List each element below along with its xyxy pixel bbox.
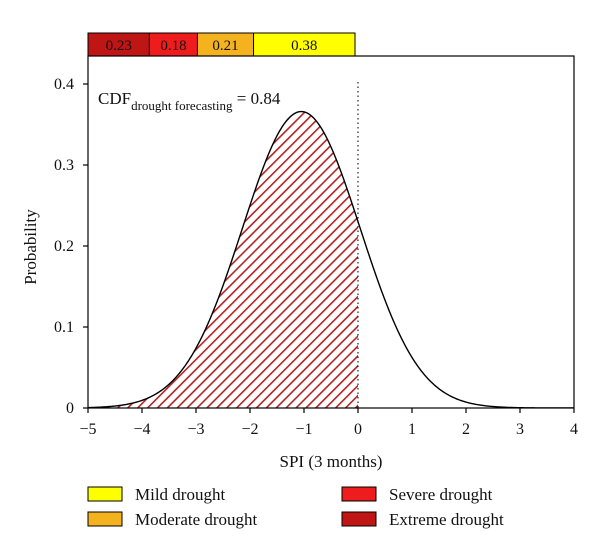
x-tick-label: 2 — [462, 421, 470, 438]
probability-bar-label: 0.23 — [106, 38, 132, 54]
cdf-annotation-main: CDF — [98, 89, 131, 108]
pdf-curve — [88, 110, 574, 408]
x-tick-label: 4 — [570, 421, 578, 438]
cdf-annotation: CDFdrought forecasting = 0.84 — [98, 89, 281, 113]
legend: Mild drought Severe drought Moderate droug… — [87, 485, 504, 529]
legend-label: Mild drought — [135, 485, 225, 504]
x-tick-label: 3 — [516, 421, 524, 438]
shaded-region — [88, 111, 358, 408]
x-tick-label: 1 — [408, 421, 416, 438]
legend-label: Moderate drought — [135, 510, 258, 529]
x-axis-title: SPI (3 months) — [280, 452, 383, 471]
x-tick-label: −5 — [79, 421, 96, 438]
y-tick-label: 0.1 — [54, 319, 74, 336]
y-axis: 0 0.1 0.2 0.3 0.4 — [54, 76, 88, 417]
x-tick-label: −1 — [295, 421, 312, 438]
legend-swatch — [87, 486, 123, 502]
cdf-annotation-value: = 0.84 — [233, 89, 281, 108]
legend-swatch — [87, 511, 123, 527]
y-axis-title: Probability — [21, 209, 40, 285]
x-axis: −5 −4 −3 −2 −1 0 1 2 3 4 — [79, 408, 578, 438]
legend-label: Extreme drought — [389, 510, 504, 529]
probability-bar: 0.23 0.18 0.21 0.38 — [87, 32, 356, 57]
plot-area — [87, 55, 575, 409]
legend-swatch — [341, 511, 377, 527]
x-tick-label: −2 — [241, 421, 258, 438]
y-tick-label: 0.4 — [54, 76, 74, 93]
y-tick-label: 0 — [66, 400, 74, 417]
probability-bar-label: 0.18 — [160, 38, 186, 54]
y-tick-label: 0.3 — [54, 157, 74, 174]
x-tick-label: −4 — [133, 421, 150, 438]
x-tick-label: 0 — [354, 421, 362, 438]
probability-bar-label: 0.38 — [291, 38, 317, 54]
cdf-annotation-subscript: drought forecasting — [131, 98, 233, 113]
plot-frame — [87, 55, 575, 409]
legend-label: Severe drought — [389, 485, 493, 504]
probability-bar-label: 0.21 — [212, 38, 238, 54]
y-tick-label: 0.2 — [54, 238, 74, 255]
x-tick-label: −3 — [187, 421, 204, 438]
legend-swatch — [341, 486, 377, 502]
